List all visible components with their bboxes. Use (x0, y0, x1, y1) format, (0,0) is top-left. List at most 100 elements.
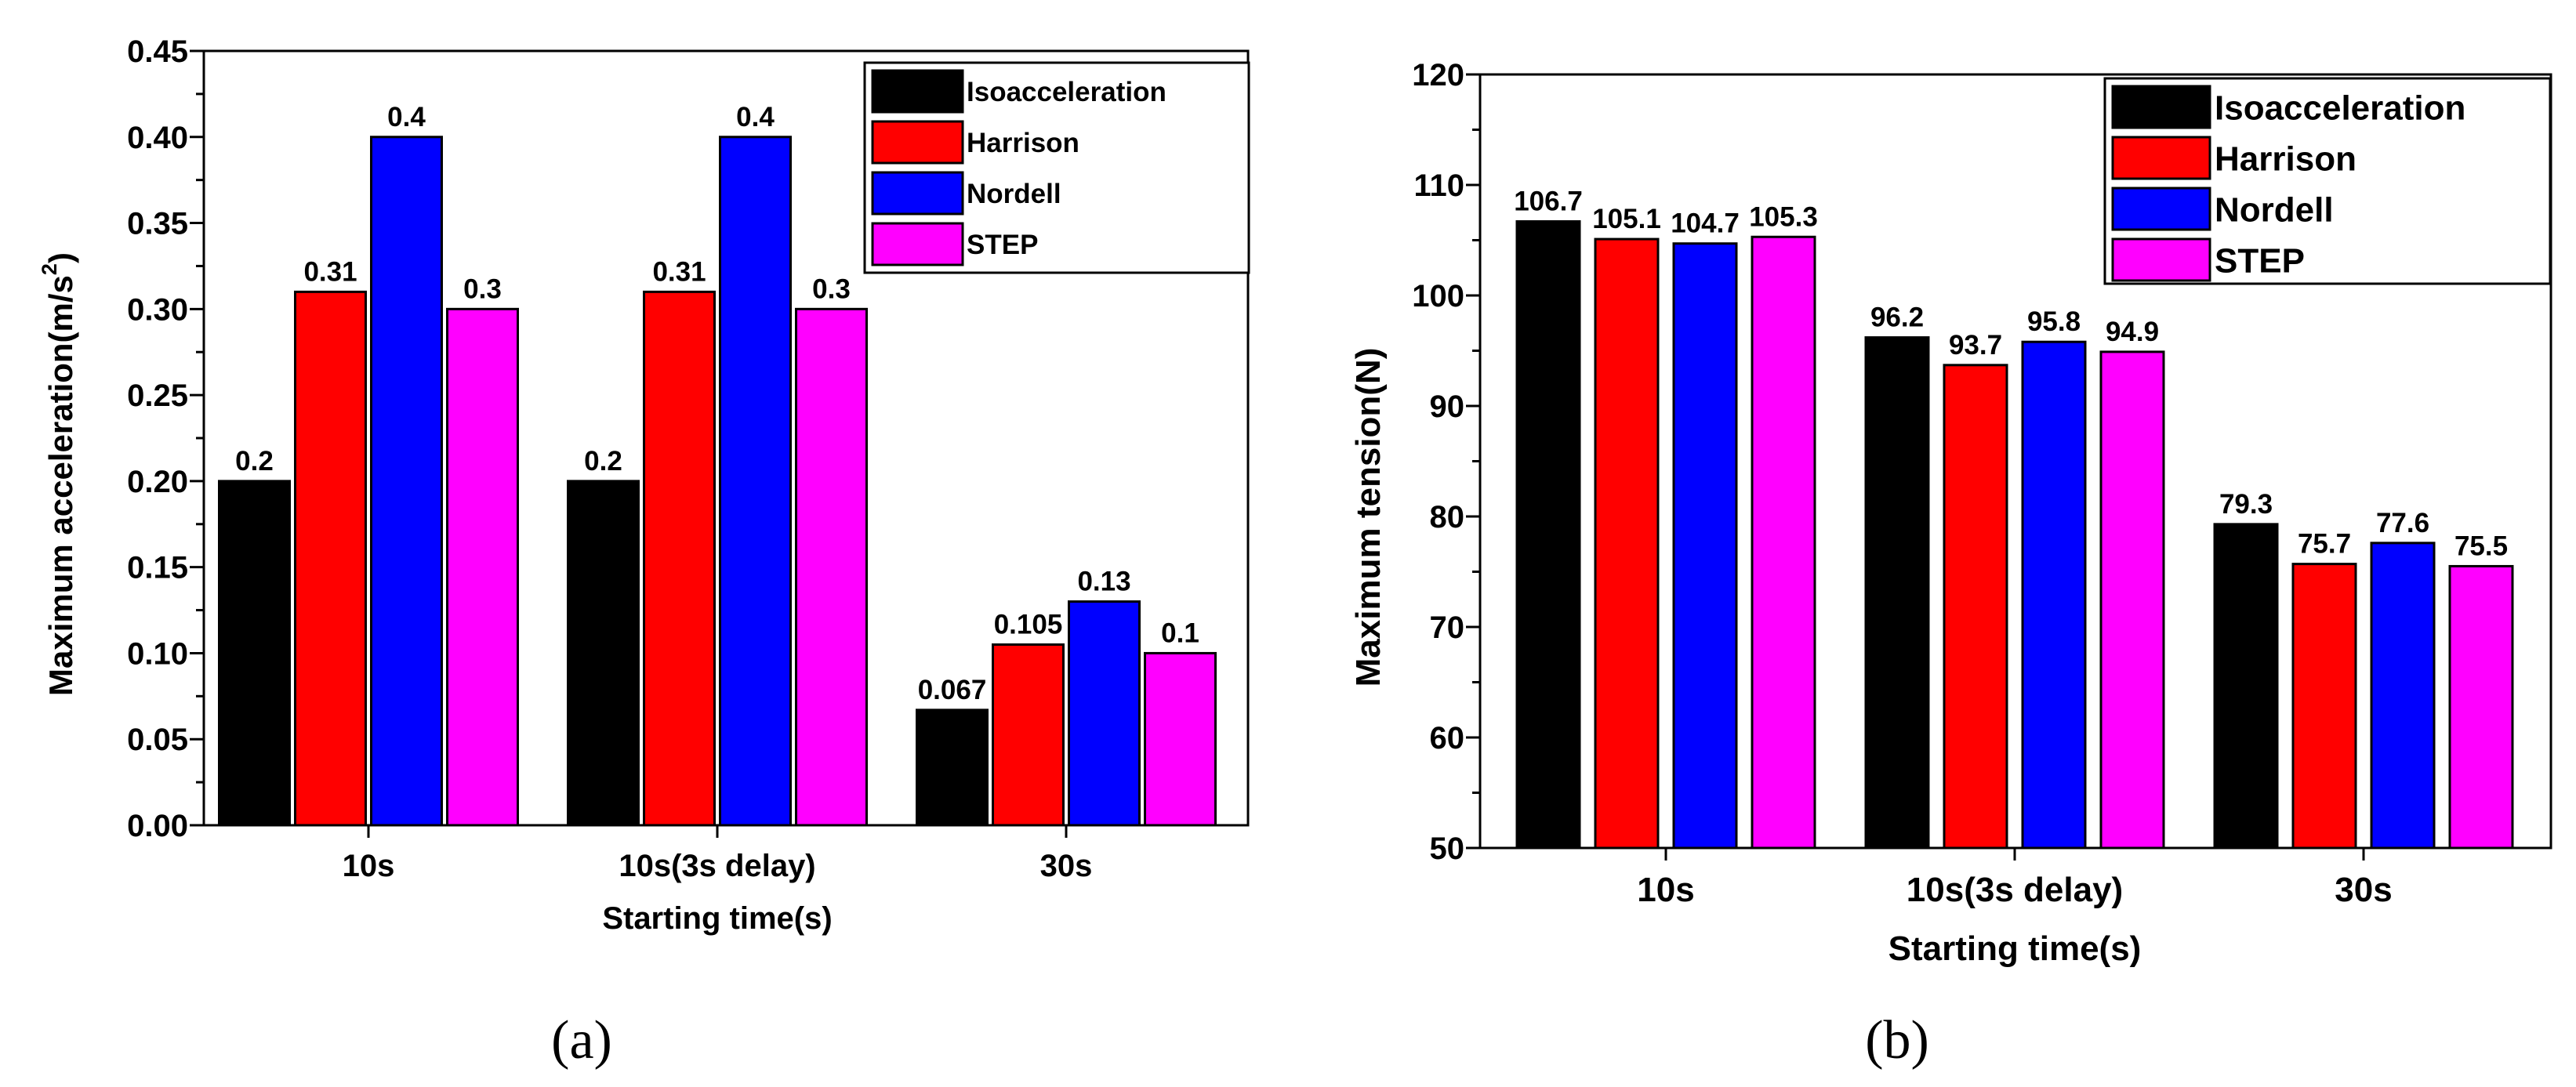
y-tick-label-p2-100: 100 (1412, 279, 1464, 313)
panel-label-a: (a) (551, 1010, 612, 1071)
value-label-p1-step-10s: 0.3 (463, 274, 502, 304)
bar-p2-isoacceleration-30s (2213, 523, 2279, 850)
bar-p2-step-30s (2448, 564, 2514, 850)
bars-panel-a (218, 136, 1217, 827)
x-tick-label-p2-30s: 30s (2335, 871, 2392, 909)
value-label-p2-nordell-10s: 104.7 (1671, 208, 1740, 239)
bar-p2-step-10s-3s-delay (2099, 350, 2165, 850)
bar-p2-nordell-30s (2370, 542, 2436, 850)
value-label-p2-step-10s-3s-delay: 94.9 (2106, 317, 2159, 347)
y-tick-label-p2-50: 50 (1430, 832, 1465, 866)
y-tick-label-p2-70: 70 (1430, 611, 1465, 645)
y-tick-labels-panel-b: 50 60 70 80 90 100 110 120 (1412, 58, 1464, 866)
axes-panel-a (190, 49, 1250, 838)
y-tick-label-p1-0-40: 0.40 (127, 121, 188, 155)
legend-swatch-p2-isoacceleration (2111, 85, 2211, 129)
bar-p1-nordell-30s (1068, 600, 1141, 827)
x-tick-label-p2-10s: 10s (1637, 871, 1694, 909)
y-tick-label-p2-110: 110 (1413, 168, 1464, 203)
legend-label-p1-nordell: Nordell (967, 179, 1061, 209)
y-tick-label-p1-0-20: 0.20 (127, 465, 188, 499)
value-label-p1-harrison-10s-3s-delay: 0.31 (652, 256, 706, 287)
legend-label-p2-harrison: Harrison (2215, 139, 2356, 178)
bar-p2-nordell-10s-3s-delay (2021, 340, 2087, 850)
bar-p2-isoacceleration-10s-3s-delay (1864, 336, 1930, 850)
bar-p1-harrison-30s (992, 643, 1065, 827)
legend-swatch-p1-nordell (871, 171, 964, 216)
x-tick-label-p2-10s-3s-delay: 10s(3s delay) (1907, 871, 2123, 909)
legend-label-p1-isoacceleration: Isoacceleration (967, 77, 1166, 107)
y-tick-label-p1-0-25: 0.25 (127, 379, 188, 413)
value-label-p2-nordell-30s: 77.6 (2376, 508, 2429, 538)
y-tick-label-p1-0-15: 0.15 (127, 551, 188, 585)
x-tick-labels-panel-b: 10s 10s(3s delay) 30s (1637, 871, 2392, 909)
value-label-p1-nordell-10s: 0.4 (387, 102, 426, 132)
chart-panel-b: 106.7 96.2 79.3 105.1 93.7 75.7 104.7 95.8 77.6 1… (1349, 58, 2552, 1071)
bar-p1-isoacceleration-10s-3s-delay (567, 480, 640, 827)
bar-p1-step-30s (1144, 651, 1217, 827)
legend-swatch-p1-harrison (871, 120, 964, 165)
value-labels-panel-a: 0.2 0.2 0.067 0.31 0.31 0.105 0.4 0.4 0.13 0.3 0.3… (235, 102, 1199, 705)
y-tick-label-p1-0-00: 0.00 (127, 809, 188, 843)
bar-p1-harrison-10s (294, 290, 367, 827)
bar-p2-nordell-10s (1672, 242, 1738, 850)
x-tick-label-p1-10s: 10s (343, 849, 395, 883)
legend-label-p2-step: STEP (2215, 241, 2305, 280)
legend-swatch-p2-step (2111, 237, 2211, 282)
value-label-p1-isoacceleration-30s: 0.067 (918, 675, 987, 705)
value-label-p2-isoacceleration-30s: 79.3 (2219, 489, 2273, 520)
bar-p2-harrison-10s-3s-delay (1943, 364, 2008, 850)
y-tick-label-p1-0-05: 0.05 (127, 723, 188, 757)
y-tick-label-p1-0-45: 0.45 (127, 34, 188, 69)
value-label-p1-isoacceleration-10s: 0.2 (235, 446, 274, 476)
value-label-p1-harrison-30s: 0.105 (994, 609, 1063, 640)
value-label-p2-harrison-30s: 75.7 (2298, 529, 2351, 560)
value-label-p1-step-30s: 0.1 (1161, 618, 1199, 648)
value-label-p2-isoacceleration-10s-3s-delay: 96.2 (1870, 303, 1924, 333)
y-tick-label-p1-0-10: 0.10 (127, 636, 188, 671)
value-label-p1-isoacceleration-10s-3s-delay: 0.2 (584, 446, 622, 476)
legend-label-p2-nordell: Nordell (2215, 190, 2334, 229)
x-tick-label-p1-10s-3s-delay: 10s(3s delay) (619, 849, 815, 883)
y-tick-label-p2-80: 80 (1430, 500, 1465, 534)
value-label-p1-harrison-10s: 0.31 (303, 256, 357, 287)
legend-swatch-p2-harrison (2111, 136, 2211, 180)
value-label-p2-step-30s: 75.5 (2454, 531, 2508, 561)
y-tick-label-p1-0-30: 0.30 (127, 292, 188, 327)
bar-p2-step-10s (1751, 235, 1816, 850)
value-label-p2-harrison-10s-3s-delay: 93.7 (1949, 330, 2002, 361)
y-axis-label-panel-b: Maximum tension(N) (1349, 348, 1388, 687)
value-labels-panel-b: 106.7 96.2 79.3 105.1 93.7 75.7 104.7 95.8 77.6 1… (1514, 187, 2508, 562)
y-tick-label-p2-120: 120 (1412, 58, 1464, 92)
legend-panel-b: Isoacceleration Harrison Nordell STEP (2103, 77, 2552, 285)
bar-p1-isoacceleration-30s (916, 708, 989, 827)
value-label-p2-nordell-10s-3s-delay: 95.8 (2027, 306, 2081, 337)
axes-panel-b (1466, 73, 2552, 861)
bar-p1-isoacceleration-10s (218, 480, 291, 827)
y-axis-label-panel-a: Maximum acceleration(m/s2) (38, 252, 79, 696)
legend-swatch-p1-isoacceleration (871, 69, 964, 114)
bar-p1-harrison-10s-3s-delay (643, 290, 716, 827)
bar-p1-nordell-10s (370, 136, 443, 827)
panel-label-b: (b) (1865, 1010, 1929, 1071)
x-axis-label-panel-b: Starting time(s) (1888, 929, 2142, 968)
bars-panel-b (1515, 220, 2514, 850)
x-axis-label-panel-a: Starting time(s) (602, 901, 832, 936)
y-tick-label-p2-90: 90 (1430, 390, 1465, 424)
y-tick-label-p2-60: 60 (1430, 721, 1465, 755)
bar-p1-nordell-10s-3s-delay (719, 136, 792, 827)
x-tick-labels-panel-a: 10s 10s(3s delay) 30s (343, 849, 1093, 883)
value-label-p1-nordell-30s: 0.13 (1077, 567, 1130, 597)
legend-swatch-p2-nordell (2111, 187, 2211, 231)
y-tick-label-p1-0-35: 0.35 (127, 207, 188, 241)
bar-p2-isoacceleration-10s (1515, 220, 1581, 850)
bar-p2-harrison-10s (1594, 237, 1660, 850)
chart-panel-a: 0.2 0.2 0.067 0.31 0.31 0.105 0.4 0.4 0.13 0.3 0.3… (38, 34, 1250, 1071)
legend-panel-a: Isoacceleration Harrison Nordell STEP (863, 61, 1250, 274)
y-tick-labels-panel-a: 0.00 0.05 0.10 0.15 0.20 0.25 0.30 0.35 0.40 0.45 (127, 34, 188, 843)
x-tick-label-p1-30s: 30s (1040, 849, 1093, 883)
value-label-p2-step-10s: 105.3 (1749, 201, 1818, 232)
bar-p1-step-10s (446, 307, 519, 827)
legend-swatch-p1-step (871, 222, 964, 266)
